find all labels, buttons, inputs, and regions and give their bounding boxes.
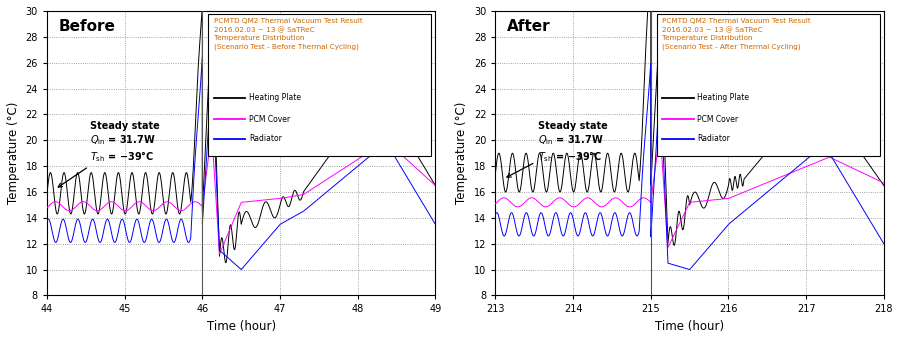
Bar (657, 14, 880, 156)
Y-axis label: Temperature (°C): Temperature (°C) (7, 102, 20, 204)
Text: Radiator: Radiator (698, 135, 730, 143)
X-axis label: Time (hour): Time (hour) (207, 320, 275, 333)
Text: Before: Before (58, 19, 115, 34)
Bar (208, 14, 431, 156)
Text: Heating Plate: Heating Plate (698, 93, 750, 102)
Text: PCMTD QM2 Thermal Vacuum Test Result
2016.02.03 ~ 13 @ SaTReC
Temperature Distri: PCMTD QM2 Thermal Vacuum Test Result 201… (214, 18, 363, 50)
Text: After: After (507, 19, 551, 34)
Text: Steady state
$Q_{\rm in}$ = 31.7W
$T_{\rm sh}$ = −39°C: Steady state $Q_{\rm in}$ = 31.7W $T_{\r… (58, 121, 159, 187)
Text: Heating Plate: Heating Plate (249, 93, 301, 102)
Text: PCMTD QM2 Thermal Vacuum Test Result
2016.02.03 ~ 13 @ SaTReC
Temperature Distri: PCMTD QM2 Thermal Vacuum Test Result 201… (662, 18, 811, 50)
Text: Radiator: Radiator (249, 135, 282, 143)
Text: PCM Cover: PCM Cover (698, 115, 739, 123)
Text: PCM Cover: PCM Cover (249, 115, 290, 123)
Y-axis label: Temperature (°C): Temperature (°C) (455, 102, 468, 204)
Text: Steady state
$Q_{\rm in}$ = 31.7W
$T_{\rm sh}$ = −39°C: Steady state $Q_{\rm in}$ = 31.7W $T_{\r… (507, 121, 608, 177)
X-axis label: Time (hour): Time (hour) (655, 320, 724, 333)
